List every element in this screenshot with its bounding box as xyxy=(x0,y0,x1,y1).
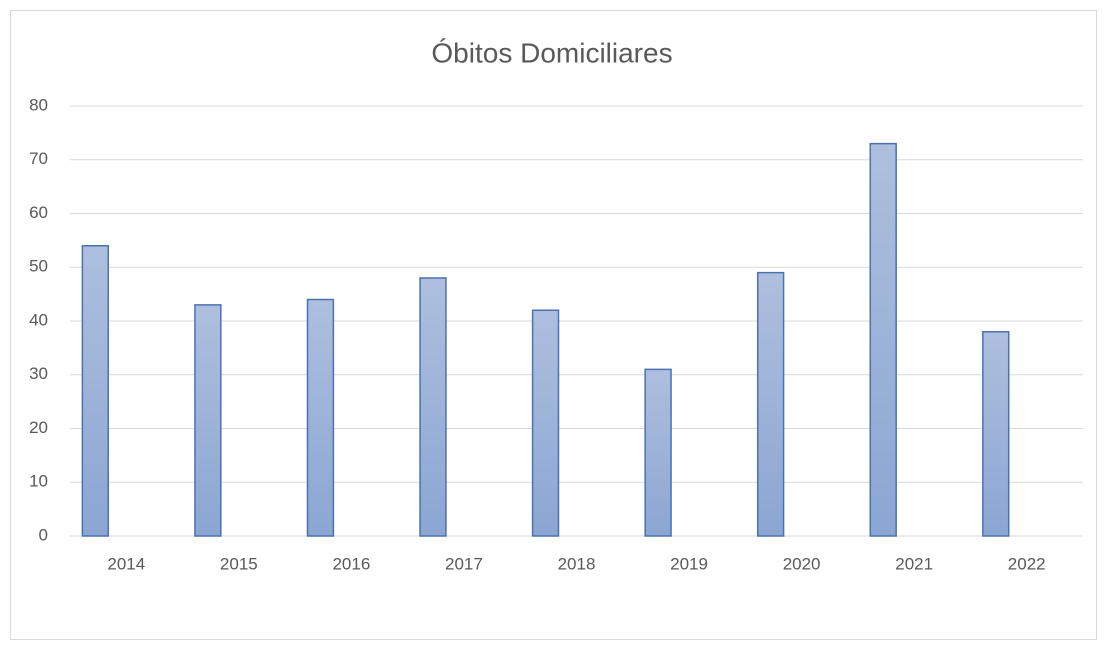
x-tick-label: 2019 xyxy=(670,554,708,573)
chart-title: Óbitos Domiciliares xyxy=(431,37,672,68)
bar xyxy=(869,142,897,537)
x-tick-label: 2021 xyxy=(895,554,933,573)
bar xyxy=(306,298,335,537)
y-tick-label: 50 xyxy=(29,257,48,276)
y-tick-label: 20 xyxy=(29,418,48,437)
bar xyxy=(982,331,1010,537)
y-tick-label: 30 xyxy=(29,364,48,383)
bar xyxy=(194,304,222,537)
y-tick-label: 40 xyxy=(29,310,48,329)
x-tick-label: 2016 xyxy=(332,554,370,573)
x-tick-label: 2015 xyxy=(220,554,258,573)
bar xyxy=(81,245,110,537)
bar xyxy=(531,309,560,537)
bar xyxy=(644,368,672,537)
y-tick-label: 0 xyxy=(39,525,48,544)
x-tick-label: 2020 xyxy=(783,554,821,573)
y-tick-label: 80 xyxy=(29,95,48,114)
y-tick-label: 60 xyxy=(29,203,48,222)
x-tick-label: 2017 xyxy=(445,554,483,573)
y-tick-label: 10 xyxy=(29,472,48,491)
y-tick-label: 70 xyxy=(29,149,48,168)
bar xyxy=(756,271,785,537)
x-tick-label: 2018 xyxy=(558,554,596,573)
bar xyxy=(419,277,447,537)
x-tick-label: 2014 xyxy=(107,554,145,573)
x-tick-label: 2022 xyxy=(1008,554,1046,573)
